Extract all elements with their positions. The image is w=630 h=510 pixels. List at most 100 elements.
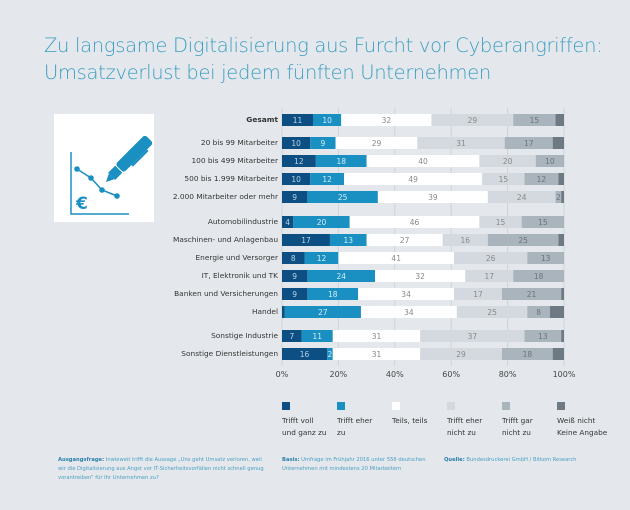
bar-segment bbox=[301, 330, 333, 342]
data-label: 41 bbox=[391, 254, 401, 263]
legend-label: Trifft eher zu bbox=[337, 416, 373, 437]
data-label: 29 bbox=[372, 139, 382, 148]
bar-segment bbox=[310, 173, 345, 185]
data-label: 20 bbox=[317, 218, 327, 227]
bar-segment bbox=[487, 234, 559, 246]
bar-segment bbox=[479, 216, 522, 228]
data-label: 29 bbox=[456, 350, 466, 359]
data-label: 9 bbox=[320, 139, 325, 148]
data-label: 13 bbox=[541, 254, 551, 263]
bar-segment bbox=[456, 306, 528, 318]
data-label: 18 bbox=[534, 272, 544, 281]
data-label: 8 bbox=[291, 254, 296, 263]
bar-segment bbox=[417, 137, 505, 149]
category-label: Automobilindustrie bbox=[207, 217, 278, 226]
category-label: Sonstige Dienstleistungen bbox=[181, 349, 278, 358]
bar-segment bbox=[501, 288, 562, 300]
category-label: 100 bis 499 Mitarbeiter bbox=[191, 156, 278, 165]
bar-segment bbox=[552, 348, 564, 360]
data-label: 17 bbox=[524, 139, 534, 148]
data-label: 18 bbox=[336, 157, 346, 166]
bar-segment bbox=[304, 252, 339, 264]
basis-text: Umfrage im Frühjahr 2016 unter 556 deuts… bbox=[282, 457, 426, 472]
bar-segment bbox=[482, 173, 525, 185]
data-label: 12 bbox=[537, 175, 547, 184]
bar-segment bbox=[282, 252, 305, 264]
bar-segment bbox=[420, 330, 525, 342]
bar-segment bbox=[549, 306, 564, 318]
bar-segment bbox=[282, 114, 314, 126]
data-label: 29 bbox=[468, 116, 478, 125]
category-label: Gesamt bbox=[246, 115, 278, 124]
bar-segment bbox=[487, 191, 556, 203]
data-label: 31 bbox=[372, 350, 382, 359]
x-tick-label: 40% bbox=[385, 370, 404, 379]
data-label: 2 bbox=[328, 350, 333, 359]
legend-label: Weiß nicht Keine Angabe bbox=[557, 416, 608, 437]
bar-segment bbox=[465, 270, 514, 282]
data-label: 13 bbox=[538, 332, 548, 341]
bar-segment bbox=[293, 216, 350, 228]
legend-swatch bbox=[392, 402, 400, 410]
basis-label: Basis: bbox=[282, 457, 300, 463]
footnote-basis: Basis: Umfrage im Frühjahr 2016 unter 55… bbox=[282, 456, 432, 474]
category-label: 20 bis 99 Mitarbeiter bbox=[200, 138, 278, 147]
legend-item: Trifft eher nicht zu bbox=[447, 402, 517, 439]
bar-segment bbox=[513, 114, 556, 126]
data-label: 12 bbox=[294, 157, 304, 166]
bar-segment bbox=[332, 330, 421, 342]
bar-segment bbox=[501, 348, 553, 360]
data-label: 46 bbox=[410, 218, 420, 227]
data-label: 25 bbox=[518, 236, 528, 245]
bar-segment bbox=[442, 234, 488, 246]
data-label: 10 bbox=[545, 157, 555, 166]
bar-segment bbox=[561, 330, 564, 342]
data-label: 37 bbox=[468, 332, 478, 341]
data-label: 15 bbox=[496, 218, 506, 227]
category-label: Maschinen- und Anlagenbau bbox=[172, 235, 278, 244]
bar-segment bbox=[561, 191, 564, 203]
data-label: 10 bbox=[291, 139, 301, 148]
title-line-2: Umsatzverlust bei jedem fünften Unterneh… bbox=[44, 61, 491, 84]
category-label: 2.000 Mitarbeiter oder mehr bbox=[172, 192, 278, 201]
bar-segment bbox=[431, 114, 514, 126]
x-tick-label: 80% bbox=[498, 370, 517, 379]
category-label: 500 bis 1.999 Mitarbeiter bbox=[184, 174, 278, 183]
bar-segment bbox=[344, 173, 483, 185]
data-label: 39 bbox=[428, 193, 438, 202]
data-label: 15 bbox=[530, 116, 540, 125]
category-label: Banken und Versicherungen bbox=[174, 289, 278, 298]
bar-segment bbox=[555, 114, 564, 126]
data-label: 9 bbox=[292, 290, 297, 299]
data-label: 9 bbox=[292, 193, 297, 202]
legend-label: Trifft voll und ganz zu bbox=[282, 416, 327, 437]
bar-segment bbox=[284, 306, 361, 318]
bar-segment bbox=[335, 137, 418, 149]
bar-segment bbox=[313, 114, 342, 126]
x-tick-label: 20% bbox=[329, 370, 348, 379]
data-label: 24 bbox=[517, 193, 527, 202]
data-label: 11 bbox=[293, 116, 303, 125]
legend-swatch bbox=[557, 402, 565, 410]
data-label: 18 bbox=[328, 290, 338, 299]
bar-segment bbox=[282, 306, 285, 318]
bar-segment bbox=[555, 191, 562, 203]
data-label: 31 bbox=[456, 139, 466, 148]
bar-segment bbox=[349, 216, 480, 228]
title-line-1: Zu langsame Digitalisierung aus Furcht v… bbox=[44, 34, 603, 57]
legend-item: Trifft gar nicht zu bbox=[502, 402, 572, 439]
x-tick-label: 100% bbox=[552, 370, 576, 379]
bar-segment bbox=[360, 306, 457, 318]
footnote-source: Quelle: Bundesdruckerei GmbH / Bitkom Re… bbox=[444, 456, 624, 465]
bar-segment bbox=[521, 216, 564, 228]
euro-symbol: € bbox=[75, 194, 88, 214]
category-label: Energie und Versorger bbox=[195, 253, 278, 262]
data-label: 16 bbox=[300, 350, 310, 359]
data-label: 24 bbox=[336, 272, 346, 281]
data-label: 10 bbox=[291, 175, 301, 184]
bar-segment bbox=[454, 288, 502, 300]
category-label: Sonstige Industrie bbox=[211, 331, 278, 340]
data-label: 27 bbox=[400, 236, 410, 245]
bar-segment bbox=[535, 155, 564, 167]
